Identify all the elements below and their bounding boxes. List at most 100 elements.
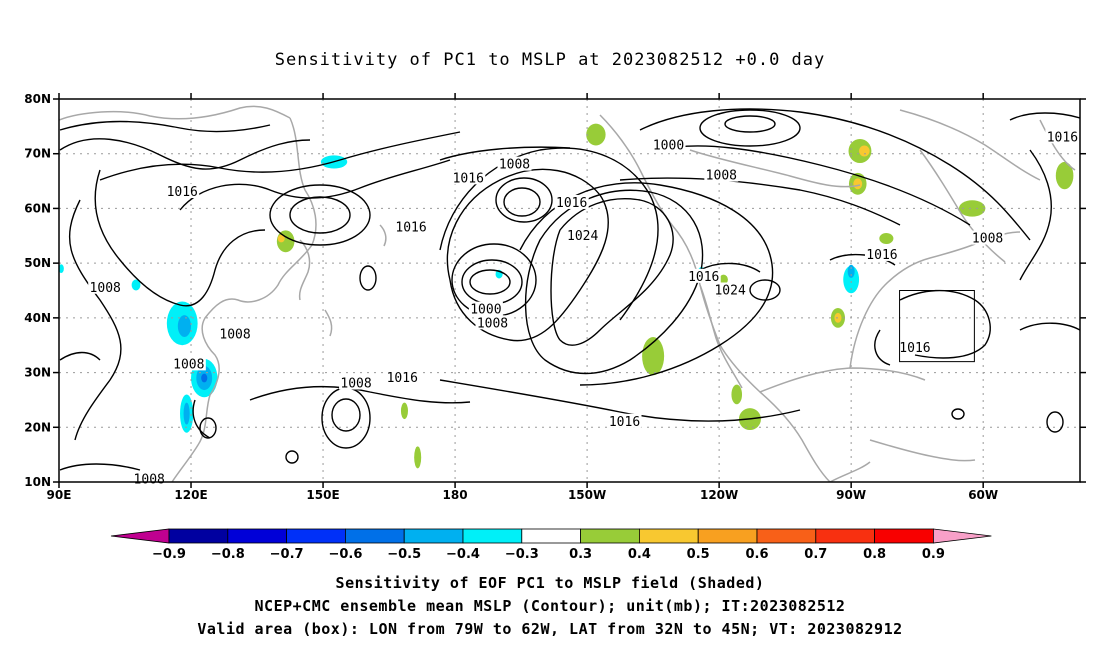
shading-area-4 xyxy=(853,178,863,190)
colorbar-segment xyxy=(286,528,346,544)
lon-label: 150E xyxy=(306,488,339,502)
contour-label: 1000 xyxy=(653,139,684,154)
map-frame xyxy=(58,98,1081,483)
contour-label-bg xyxy=(554,194,589,209)
colorbar-segment xyxy=(168,528,229,544)
contour-label-bg xyxy=(475,315,510,330)
contour-label: 1008 xyxy=(134,472,165,487)
shading-area-6 xyxy=(1055,161,1074,190)
colorbar-segment xyxy=(697,528,758,544)
contour-label-bg xyxy=(897,339,932,354)
shading-area-30 xyxy=(131,279,141,291)
contour-label: 1008 xyxy=(972,232,1003,247)
chart-title: Sensitivity of PC1 to MSLP at 2023082512… xyxy=(274,50,826,70)
colorbar-label: −0.3 xyxy=(505,547,539,562)
shading-area-19 xyxy=(843,265,860,294)
colorbar-high-triangle xyxy=(933,528,992,544)
shading-area-16 xyxy=(400,402,408,420)
shading-area-2 xyxy=(859,145,870,157)
shading-area-9 xyxy=(879,233,894,244)
contour-label: 1008 xyxy=(219,327,250,342)
contour-label-bg xyxy=(385,370,420,385)
contour-label-bg xyxy=(394,219,429,234)
colorbar-label: 0.3 xyxy=(569,547,592,562)
colorbar-low-triangle xyxy=(110,528,170,544)
shading-area-29 xyxy=(183,402,190,425)
colorbar-segment xyxy=(403,528,464,544)
contour-label-bg xyxy=(88,279,123,294)
colorbar-segment xyxy=(874,528,934,544)
contour-label: 1008 xyxy=(173,357,204,372)
lat-label: 80N xyxy=(24,92,51,106)
colorbar-label: −0.9 xyxy=(152,547,186,562)
contour-label: 1024 xyxy=(567,229,598,244)
colorbar-label: 0.9 xyxy=(922,547,945,562)
lat-label: 50N xyxy=(24,256,51,270)
colorbar-label: 0.6 xyxy=(745,547,768,562)
caption-contour: NCEP+CMC ensemble mean MSLP (Contour); u… xyxy=(254,597,846,615)
lon-label: 150W xyxy=(568,488,606,502)
contour-label: 1016 xyxy=(866,248,897,263)
shading-area-27 xyxy=(201,373,208,383)
axis-ticks xyxy=(53,93,1086,488)
shading-area-15 xyxy=(731,384,743,405)
coastlines xyxy=(59,105,1076,482)
colorbar-label: −0.7 xyxy=(270,547,304,562)
colorbar-label: 0.7 xyxy=(804,547,827,562)
colorbar-segment xyxy=(344,528,405,544)
shading-area-17 xyxy=(414,446,422,469)
contour-labels: 1000 1008 1016 1008 1016 1016 1016 1016 1024 1008… xyxy=(88,129,1080,487)
contour-label-bg xyxy=(1045,129,1080,144)
contour-label: 1016 xyxy=(899,341,930,356)
contour-label-bg xyxy=(864,246,899,261)
contour-label-bg xyxy=(713,282,748,297)
caption-valid-area: Valid area (box): LON from 79W to 62W, L… xyxy=(197,620,903,638)
contour-label-bg xyxy=(451,170,486,185)
colorbar-segment xyxy=(227,528,288,544)
colorbar-segment xyxy=(580,528,640,544)
contour-label-bg xyxy=(607,413,642,428)
colorbar-segment xyxy=(521,528,581,544)
contour-label: 1016 xyxy=(1047,130,1078,145)
contour-label-bg xyxy=(339,375,374,390)
contour-label-bg xyxy=(165,184,200,199)
caption-shading: Sensitivity of EOF PC1 to MSLP field (Sh… xyxy=(335,574,765,592)
colorbar-segment xyxy=(462,528,523,544)
shading-area-0 xyxy=(586,123,606,146)
mslp-contours xyxy=(59,108,1080,471)
colorbar-label: 0.4 xyxy=(628,547,651,562)
colorbar-segment xyxy=(815,528,875,544)
contour-label-bg xyxy=(686,268,721,283)
contour-label: 1016 xyxy=(395,221,426,236)
lat-label: 60N xyxy=(24,201,51,215)
contour-label-bg xyxy=(468,301,503,316)
shading-area-31 xyxy=(59,264,64,273)
contour-label: 1000 xyxy=(470,303,501,318)
colorbar-segment xyxy=(756,528,817,544)
graticule xyxy=(59,99,1080,482)
colorbar-segment xyxy=(639,528,699,544)
contour-label: 1008 xyxy=(340,377,371,392)
colorbar-label: 0.5 xyxy=(687,547,710,562)
lat-label: 40N xyxy=(24,311,51,325)
contour-label: 1016 xyxy=(387,371,418,386)
shading-area-5 xyxy=(958,200,986,217)
colorbar-label: −0.4 xyxy=(446,547,480,562)
contour-label-bg xyxy=(651,137,686,152)
latitude-labels: 80N 70N 60N 50N 40N 30N 20N 10N xyxy=(24,92,51,489)
lon-label: 90W xyxy=(836,488,866,502)
longitude-labels: 90E 120E 150E 180 150W 120W 90W 60W xyxy=(47,488,999,502)
contour-label: 1016 xyxy=(609,415,640,430)
lat-label: 30N xyxy=(24,366,51,380)
lat-label: 10N xyxy=(24,475,51,489)
contour-label: 1016 xyxy=(556,196,587,211)
valid-area-box xyxy=(899,290,975,363)
lat-label: 20N xyxy=(24,420,51,434)
colorbar-label: −0.6 xyxy=(328,547,362,562)
contour-label: 1024 xyxy=(714,284,745,299)
contour-label: 1008 xyxy=(499,158,530,173)
contour-label: 1008 xyxy=(90,281,121,296)
lon-label: 120E xyxy=(174,488,207,502)
contour-label: 1016 xyxy=(453,171,484,186)
